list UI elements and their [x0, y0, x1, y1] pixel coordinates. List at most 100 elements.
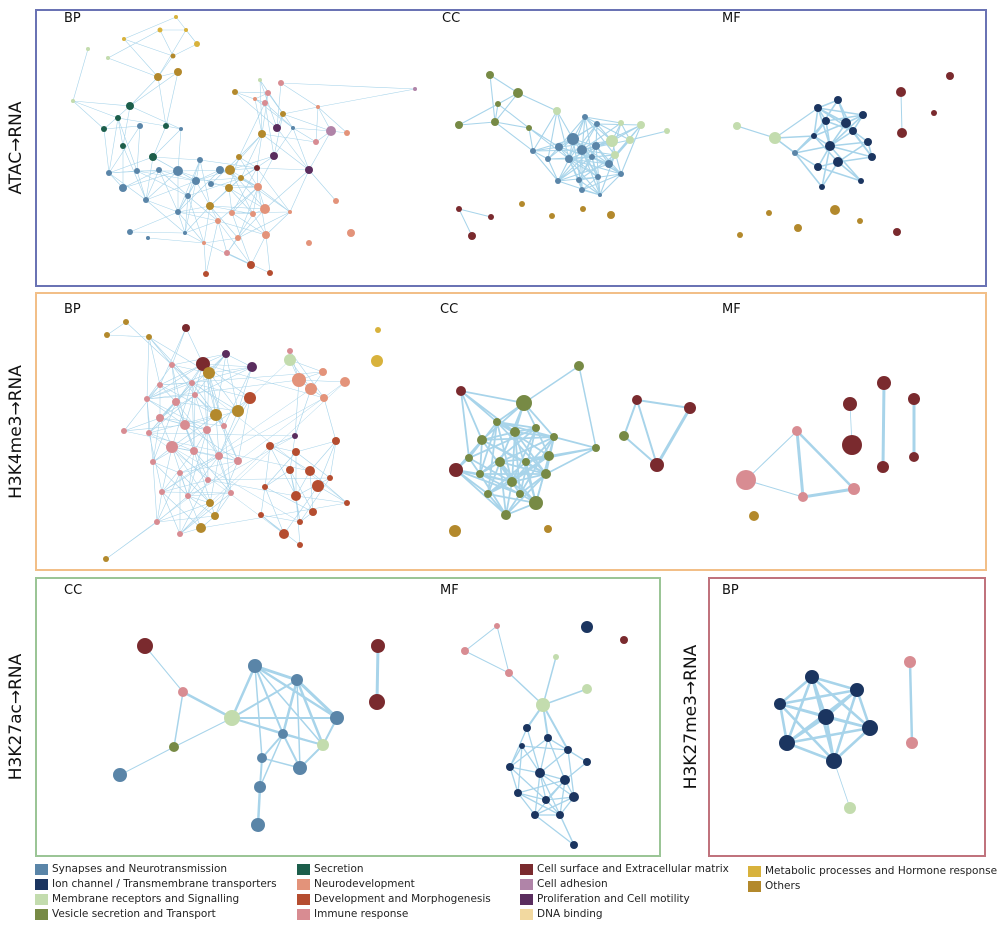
network-node-met — [122, 37, 126, 41]
legend-item-dev: Development and Morphogenesis — [297, 893, 491, 905]
network-edge — [187, 495, 202, 529]
network-edge — [257, 186, 291, 213]
network-edge — [479, 473, 521, 495]
network-edge — [249, 359, 291, 399]
network-edge — [234, 91, 269, 94]
network-node-mem — [733, 122, 741, 130]
network-edge — [161, 491, 232, 494]
network-edge — [559, 779, 566, 816]
network-edge — [123, 38, 174, 57]
network-edge — [218, 410, 239, 457]
network-node-ecm — [843, 397, 857, 411]
network-edge — [177, 211, 219, 222]
network-edge — [203, 237, 239, 244]
network-edge — [148, 432, 296, 437]
network-edge — [821, 145, 831, 188]
network-edge — [252, 213, 267, 236]
legend-swatch — [35, 893, 48, 905]
network-node-syn — [208, 181, 214, 187]
network-edge — [159, 29, 174, 57]
network-edge — [801, 487, 856, 499]
network-edge — [557, 145, 597, 182]
network-edge — [581, 173, 622, 191]
network-node-ion — [779, 735, 795, 751]
network-node-dev — [258, 512, 264, 518]
network-edge — [199, 159, 211, 207]
network-edge — [215, 353, 227, 416]
network-node-ion — [818, 709, 834, 725]
network-edge — [193, 450, 232, 494]
network-node-oth — [232, 89, 238, 95]
network-edge — [103, 128, 110, 174]
network-edge — [785, 741, 836, 763]
network-node-oth — [211, 512, 219, 520]
network-node-imm — [736, 470, 756, 490]
network-node-ves — [493, 418, 501, 426]
network-edge — [534, 814, 575, 846]
network-node-oth — [206, 499, 214, 507]
network-node-sec — [101, 126, 107, 132]
network-edge — [259, 733, 284, 788]
network-node-ion — [811, 133, 817, 139]
network-edge — [225, 353, 239, 412]
network-edge — [260, 514, 301, 546]
network-edge — [119, 746, 175, 776]
network-edge — [72, 48, 89, 102]
network-node-pro — [222, 350, 230, 358]
network-edge — [218, 397, 251, 457]
legend-item-ves: Vesicle secretion and Transport — [35, 908, 216, 920]
network-edge — [72, 100, 131, 107]
network-node-ion — [544, 734, 552, 742]
network-edge — [256, 133, 263, 169]
network-edge — [292, 127, 317, 143]
network-edge — [655, 406, 692, 467]
network-edge — [539, 772, 561, 816]
network-edge — [184, 180, 197, 234]
network-edge — [280, 82, 319, 108]
network-node-imm — [190, 447, 198, 455]
network-node-oth — [146, 334, 152, 340]
network-edge — [108, 172, 147, 201]
network-node-ion — [519, 743, 525, 749]
network-node-ion — [814, 163, 822, 171]
network-edge — [218, 455, 232, 494]
legend-label: Metabolic processes and Hormone response — [765, 865, 998, 877]
legend-item-ecm: Cell surface and Extracellular matrix — [520, 863, 729, 875]
network-edge — [103, 125, 141, 130]
network-edge — [157, 76, 167, 127]
legend-swatch — [297, 878, 310, 890]
network-node-syn — [598, 193, 602, 197]
network-node-neu — [254, 183, 262, 191]
network-edge — [223, 366, 253, 427]
network-node-oth — [766, 210, 772, 216]
network-edge — [479, 439, 483, 475]
network-edge — [481, 436, 555, 441]
network-node-adh — [326, 126, 336, 136]
network-edge — [129, 211, 179, 233]
network-edge — [269, 435, 296, 447]
network-node-neu — [235, 235, 241, 241]
network-edge — [542, 704, 569, 751]
network-node-ves — [455, 121, 463, 129]
network-edge — [123, 430, 311, 472]
network-edge — [171, 446, 301, 523]
network-edge — [193, 394, 196, 452]
network-node-ion — [569, 792, 579, 802]
legend-label: Cell surface and Extracellular matrix — [537, 863, 729, 875]
network-node-met — [375, 327, 381, 333]
network-edge — [228, 186, 259, 189]
legend-swatch — [35, 908, 48, 920]
network-node-imm — [906, 737, 918, 749]
network-edge — [173, 691, 184, 748]
network-edge — [208, 372, 217, 416]
network-edge — [298, 379, 346, 383]
network-node-dev — [327, 475, 333, 481]
network-edge — [231, 212, 267, 236]
network-node-imm — [121, 428, 127, 434]
network-node-syn — [175, 209, 181, 215]
network-edge — [229, 155, 275, 171]
network-edge — [295, 495, 348, 504]
network-node-ecm — [877, 461, 889, 473]
network-edge — [494, 121, 530, 129]
network-edge — [207, 477, 331, 481]
